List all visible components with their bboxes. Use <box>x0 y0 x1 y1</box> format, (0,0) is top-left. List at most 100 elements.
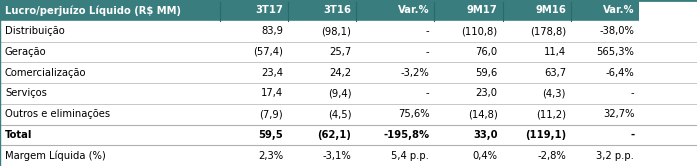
Bar <box>0 42 220 62</box>
Text: (57,4): (57,4) <box>253 47 283 57</box>
Text: 0,4%: 0,4% <box>473 151 498 161</box>
Bar <box>503 62 571 83</box>
Text: 63,7: 63,7 <box>544 68 566 78</box>
Text: Var.%: Var.% <box>398 5 429 15</box>
Text: -38,0%: -38,0% <box>599 26 634 36</box>
Text: -3,1%: -3,1% <box>323 151 351 161</box>
Bar <box>288 145 356 166</box>
Bar <box>356 124 434 145</box>
Text: (98,1): (98,1) <box>321 26 351 36</box>
Bar <box>434 83 503 104</box>
Text: (14,8): (14,8) <box>468 109 498 119</box>
Bar <box>0 21 220 42</box>
Bar <box>571 42 639 62</box>
Bar <box>434 145 503 166</box>
Bar <box>503 104 571 124</box>
Text: -: - <box>426 26 429 36</box>
Bar <box>220 42 288 62</box>
Text: Serviços: Serviços <box>5 88 47 98</box>
Bar <box>0 145 220 166</box>
Text: 25,7: 25,7 <box>329 47 351 57</box>
Text: Outros e eliminações: Outros e eliminações <box>5 109 110 119</box>
Text: Distribuição: Distribuição <box>5 26 65 36</box>
Text: 11,4: 11,4 <box>544 47 566 57</box>
Bar <box>503 42 571 62</box>
Bar <box>356 104 434 124</box>
Text: 76,0: 76,0 <box>475 47 498 57</box>
Bar <box>220 104 288 124</box>
Bar <box>288 21 356 42</box>
Bar <box>288 42 356 62</box>
Text: -6,4%: -6,4% <box>606 68 634 78</box>
Bar <box>220 145 288 166</box>
Bar <box>571 21 639 42</box>
Bar <box>288 62 356 83</box>
Text: 565,3%: 565,3% <box>597 47 634 57</box>
Bar <box>503 124 571 145</box>
Text: (4,5): (4,5) <box>328 109 351 119</box>
Bar <box>503 145 571 166</box>
Text: (110,8): (110,8) <box>461 26 498 36</box>
Text: (9,4): (9,4) <box>328 88 351 98</box>
Text: 3,2 p.p.: 3,2 p.p. <box>597 151 634 161</box>
Bar <box>434 62 503 83</box>
Text: 9M17: 9M17 <box>467 5 498 15</box>
Text: (62,1): (62,1) <box>317 130 351 140</box>
Bar <box>356 145 434 166</box>
Text: 83,9: 83,9 <box>261 26 283 36</box>
Bar <box>503 83 571 104</box>
Text: 59,6: 59,6 <box>475 68 498 78</box>
Bar <box>0 62 220 83</box>
Bar <box>571 62 639 83</box>
Text: (7,9): (7,9) <box>259 109 283 119</box>
Bar <box>356 83 434 104</box>
Bar <box>288 124 356 145</box>
Text: Margem Líquida (%): Margem Líquida (%) <box>5 150 106 161</box>
Bar <box>220 21 288 42</box>
Text: (4,3): (4,3) <box>542 88 566 98</box>
Bar <box>0 124 220 145</box>
Text: 23,4: 23,4 <box>261 68 283 78</box>
Text: -3,2%: -3,2% <box>401 68 429 78</box>
Text: -: - <box>426 47 429 57</box>
Text: 59,5: 59,5 <box>258 130 283 140</box>
Bar <box>0 83 220 104</box>
Bar <box>434 124 503 145</box>
Text: (11,2): (11,2) <box>536 109 566 119</box>
Bar <box>288 83 356 104</box>
Text: Total: Total <box>5 130 32 140</box>
Text: 5,4 p.p.: 5,4 p.p. <box>392 151 429 161</box>
Text: 3T16: 3T16 <box>323 5 351 15</box>
Text: -: - <box>630 130 634 140</box>
Text: 9M16: 9M16 <box>535 5 566 15</box>
Text: -: - <box>631 88 634 98</box>
Text: (178,8): (178,8) <box>530 26 566 36</box>
Bar <box>434 0 503 21</box>
Bar <box>571 83 639 104</box>
Bar <box>571 104 639 124</box>
Bar <box>0 104 220 124</box>
Bar <box>0 0 220 21</box>
Text: -195,8%: -195,8% <box>383 130 429 140</box>
Text: Lucro/perjuízo Líquido (R$ MM): Lucro/perjuízo Líquido (R$ MM) <box>5 5 181 16</box>
Text: 33,0: 33,0 <box>473 130 498 140</box>
Text: (119,1): (119,1) <box>525 130 566 140</box>
Bar <box>288 104 356 124</box>
Bar <box>356 21 434 42</box>
Text: Comercialização: Comercialização <box>5 68 86 78</box>
Bar <box>434 21 503 42</box>
Text: 23,0: 23,0 <box>475 88 498 98</box>
Text: Var.%: Var.% <box>603 5 634 15</box>
Text: 2,3%: 2,3% <box>258 151 283 161</box>
Text: -2,8%: -2,8% <box>537 151 566 161</box>
Text: 32,7%: 32,7% <box>603 109 634 119</box>
Text: 17,4: 17,4 <box>261 88 283 98</box>
Bar <box>571 0 639 21</box>
Bar <box>503 21 571 42</box>
Bar <box>356 0 434 21</box>
Bar <box>356 62 434 83</box>
Bar <box>220 83 288 104</box>
Bar <box>503 0 571 21</box>
Bar <box>356 42 434 62</box>
Bar <box>288 0 356 21</box>
